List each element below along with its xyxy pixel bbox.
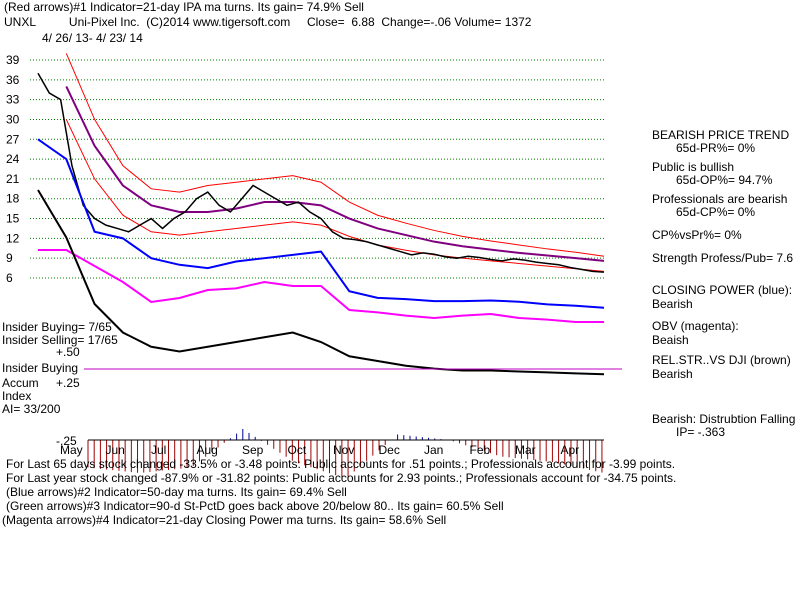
pr-percent: 65d-PR%= 0% bbox=[676, 141, 756, 155]
footer-magenta-arrows: (Magenta arrows)#4 Indicator=21-day Clos… bbox=[2, 513, 447, 527]
accum-plus50: +.50 bbox=[56, 345, 80, 359]
footer-1-year: For Last year stock changed -87.9% or -3… bbox=[6, 471, 677, 485]
ticker-header: UNXL Uni-Pixel Inc. (C)2014 www.tigersof… bbox=[4, 15, 532, 29]
ai-value: AI= 33/200 bbox=[2, 402, 61, 416]
lower-band-line bbox=[65, 119, 605, 272]
rel-strength-heading: REL.STR..VS DJI (brown) bbox=[652, 353, 791, 367]
public-status: Public is bullish bbox=[652, 160, 735, 174]
month-label: Jul bbox=[151, 443, 166, 457]
month-label: Nov bbox=[333, 443, 354, 457]
insider-buying: Insider Buying= 7/65 bbox=[2, 320, 112, 334]
y-tick-label: 33 bbox=[6, 93, 20, 107]
y-tick-label: 36 bbox=[6, 73, 20, 87]
month-label: Aug bbox=[197, 443, 218, 457]
y-tick-label: 30 bbox=[6, 112, 20, 126]
y-tick-label: 6 bbox=[6, 271, 13, 285]
date-range: 4/ 26/ 13- 4/ 23/ 14 bbox=[42, 31, 143, 45]
index-label: Index bbox=[2, 389, 32, 403]
obv-status: Beaish bbox=[652, 333, 689, 347]
closing-power-line bbox=[37, 138, 605, 309]
professionals-status: Professionals are bearish bbox=[652, 192, 788, 206]
month-label: Jun bbox=[106, 443, 125, 457]
rel-str-vs-dji-line bbox=[37, 189, 605, 376]
y-tick-label: 21 bbox=[6, 172, 20, 186]
accum-index-bars bbox=[87, 429, 604, 478]
distribution-status: Bearish: Distrubtion Falling bbox=[652, 412, 796, 426]
y-tick-label: 15 bbox=[6, 212, 20, 226]
footer-green-arrows: (Green arrows)#3 Indicator=90-d St-PctD … bbox=[6, 499, 504, 513]
y-tick-label: 39 bbox=[6, 53, 20, 67]
obv-line bbox=[38, 249, 604, 323]
y-tick-label: 27 bbox=[6, 132, 20, 146]
month-label: Feb bbox=[470, 443, 491, 457]
closing-power-status: Bearish bbox=[652, 297, 693, 311]
accum-label: Accum bbox=[2, 376, 39, 390]
rel-strength-status: Bearish bbox=[652, 367, 693, 381]
month-label: Dec bbox=[379, 443, 400, 457]
chart-series bbox=[37, 53, 605, 376]
month-label: Sep bbox=[242, 443, 264, 457]
month-label: Jan bbox=[424, 443, 443, 457]
insider-buying-label: Insider Buying bbox=[2, 361, 79, 375]
y-tick-label: 9 bbox=[6, 251, 13, 265]
month-label: May bbox=[60, 443, 83, 457]
month-label: Oct bbox=[288, 443, 307, 457]
price-line bbox=[37, 72, 605, 273]
insider-selling: Insider Selling= 17/65 bbox=[2, 333, 118, 347]
cp-percent: 65d-CP%= 0% bbox=[676, 205, 756, 219]
month-label: Mar bbox=[515, 443, 536, 457]
cp-vs-pr: CP%vsPr%= 0% bbox=[652, 228, 742, 242]
accum-minus25: -.25 bbox=[56, 434, 77, 448]
y-tick-label: 12 bbox=[6, 231, 20, 245]
y-tick-label: 18 bbox=[6, 192, 20, 206]
obv-heading: OBV (magenta): bbox=[652, 319, 739, 333]
month-labels: May Jun Jul Aug Sep Oct Nov Dec Jan Feb Mar Apr bbox=[60, 443, 579, 457]
op-percent: 65d-OP%= 94.7% bbox=[676, 173, 773, 187]
strength-ratio: Strength Profess/Pub= 7.6 bbox=[652, 251, 794, 265]
50-day-ma-line bbox=[65, 85, 605, 262]
y-tick-labels: 39 36 33 30 27 24 21 18 15 12 9 6 bbox=[6, 53, 20, 285]
ip-value: IP= -.363 bbox=[676, 425, 726, 439]
footer-65-day: For Last 65 days stock changed -33.5% or… bbox=[6, 457, 676, 471]
accum-plus25: +.25 bbox=[56, 376, 80, 390]
month-label: Apr bbox=[561, 443, 580, 457]
closing-power-heading: CLOSING POWER (blue): bbox=[652, 283, 793, 297]
indicator-1-title: (Red arrows)#1 Indicator=21-day IPA ma t… bbox=[4, 0, 364, 14]
y-tick-label: 24 bbox=[6, 152, 20, 166]
upper-band-line bbox=[65, 53, 605, 257]
footer-blue-arrows: (Blue arrows)#2 Indicator=50-day ma turn… bbox=[6, 485, 347, 499]
trend-heading: BEARISH PRICE TREND bbox=[652, 128, 790, 142]
